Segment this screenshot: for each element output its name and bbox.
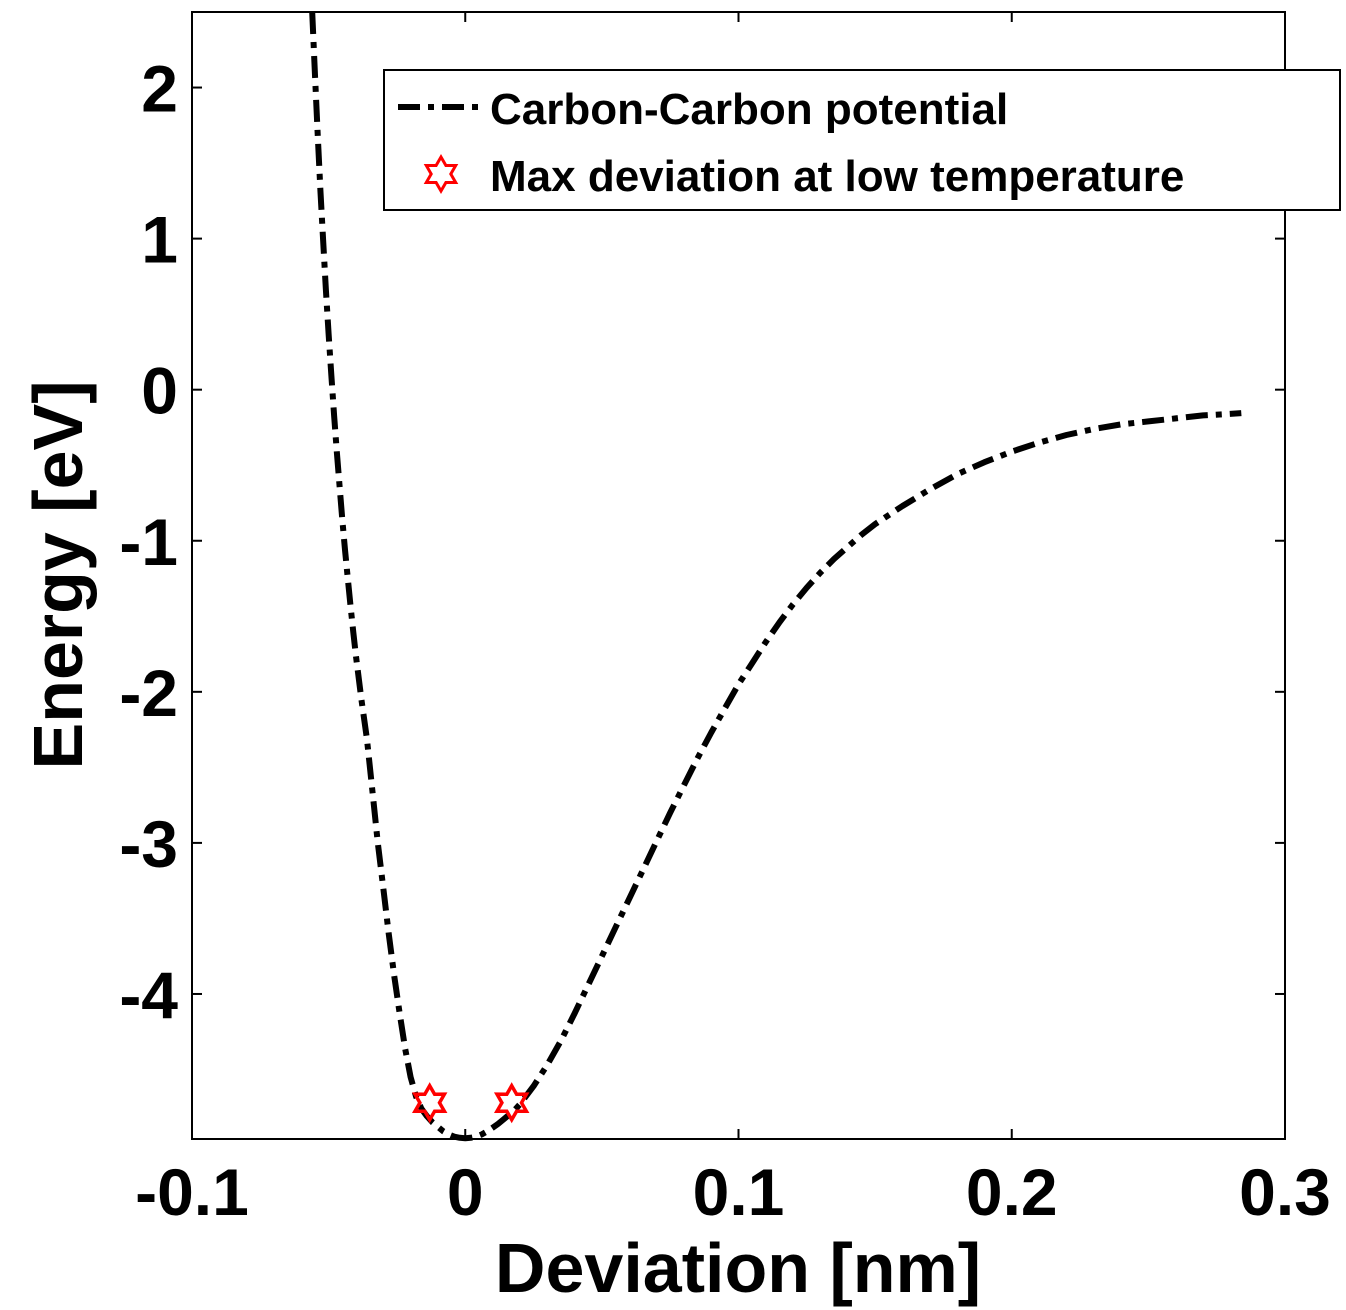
max-deviation-star-marker — [411, 1082, 448, 1124]
legend-swatch-star — [423, 153, 459, 195]
x-tick-label: 0 — [447, 1155, 484, 1229]
max-deviation-star-marker — [493, 1082, 530, 1124]
y-tick-label: -2 — [119, 656, 178, 730]
y-tick-label: -4 — [119, 958, 178, 1032]
legend-box — [383, 69, 1341, 211]
y-tick-label: 1 — [141, 203, 178, 277]
y-tick-label: -1 — [119, 505, 178, 579]
y-tick-label: -3 — [119, 807, 178, 881]
x-axis-ticks — [191, 12, 1286, 1139]
y-axis-ticks — [192, 86, 1285, 995]
legend-label-star: Max deviation at low temperature — [490, 152, 1184, 201]
x-tick-label: 0.3 — [1239, 1155, 1331, 1229]
series-layer — [309, 11, 1242, 1142]
y-tick-label: 2 — [141, 52, 178, 126]
y-axis-title: Energy [eV] — [19, 381, 97, 770]
y-tick-label: 0 — [141, 354, 178, 428]
legend: Carbon-Carbon potential Max deviation at… — [383, 69, 1341, 211]
x-tick-label: 0.1 — [693, 1155, 785, 1229]
x-axis-title: Deviation [nm] — [495, 1229, 981, 1307]
legend-label-potential: Carbon-Carbon potential — [490, 85, 1008, 134]
x-tick-label: -0.1 — [135, 1155, 249, 1229]
x-axis-tick-labels: -0.1 0 0.1 0.2 0.3 — [135, 1155, 1331, 1229]
x-tick-label: 0.2 — [966, 1155, 1058, 1229]
series-line-carbon-carbon-potential — [309, 11, 1242, 1142]
y-axis-tick-labels: 2 1 0 -1 -2 -3 -4 — [119, 52, 178, 1032]
